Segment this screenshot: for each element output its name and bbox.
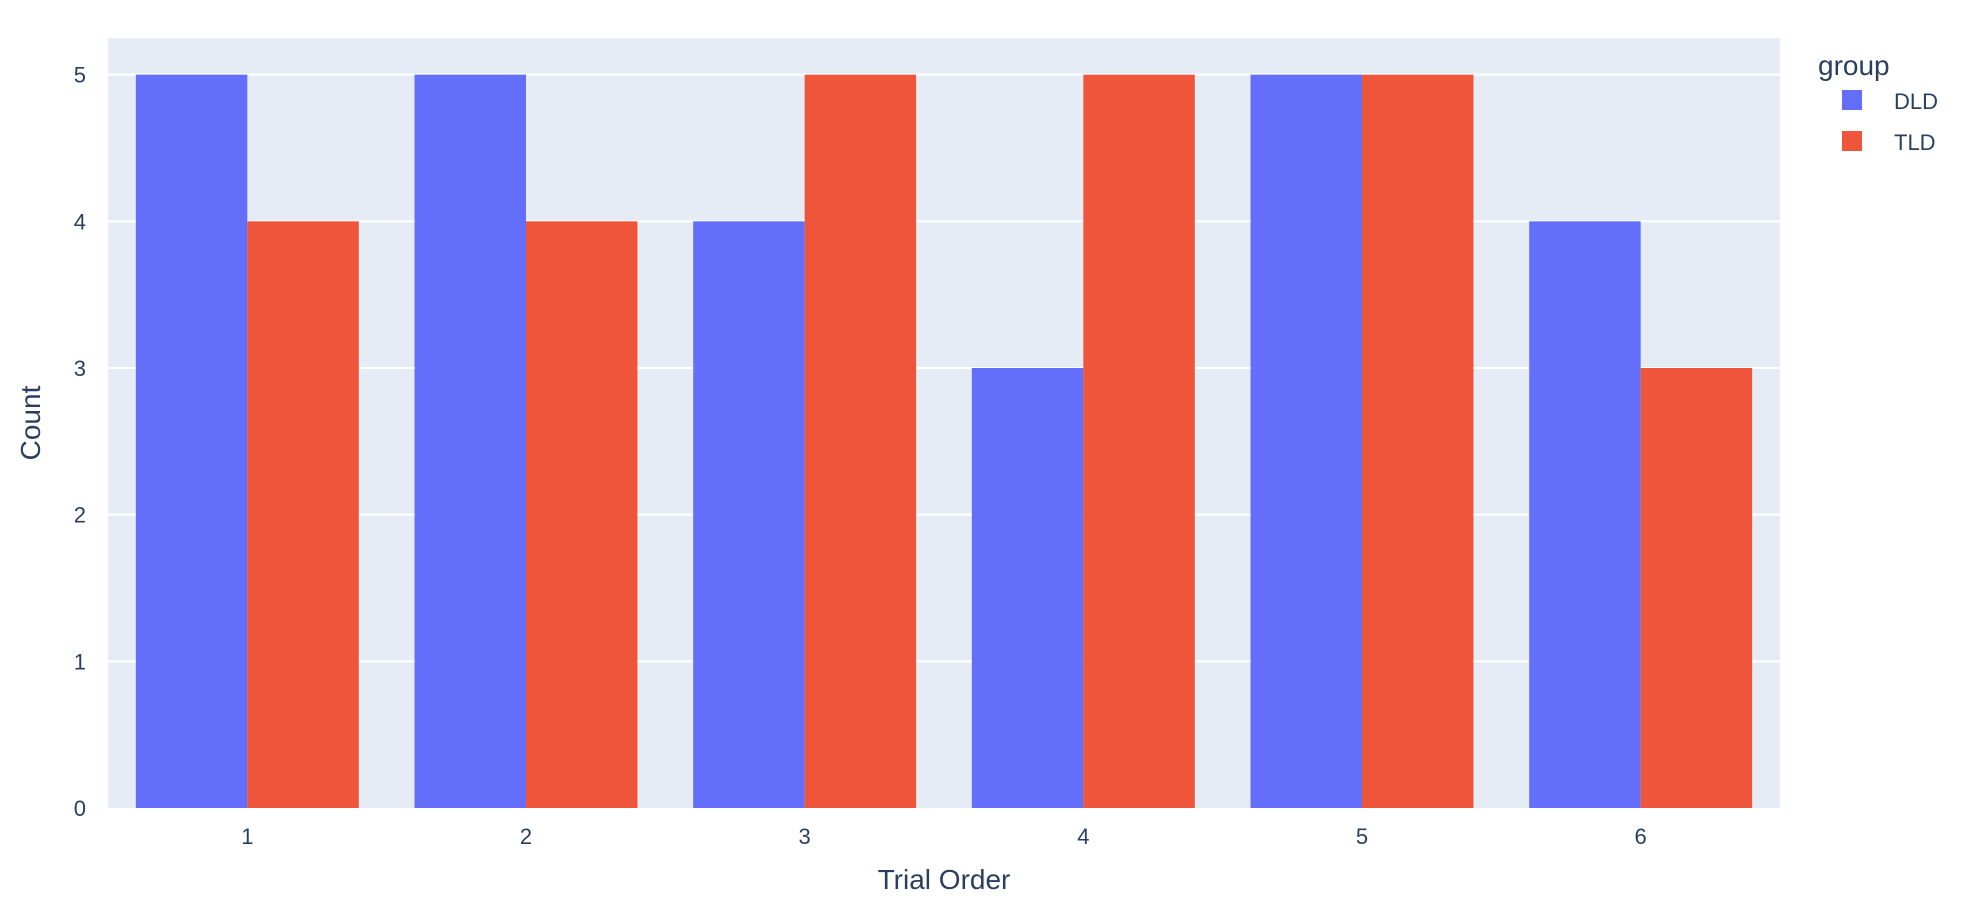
bars xyxy=(135,74,1753,809)
x-tick-label: 1 xyxy=(241,824,253,849)
bar-tld-5[interactable] xyxy=(1362,74,1474,808)
bar-tld-6[interactable] xyxy=(1640,368,1753,808)
bar-tld-3[interactable] xyxy=(804,74,917,808)
x-tick-label: 4 xyxy=(1077,824,1089,849)
legend-swatch-tld[interactable] xyxy=(1842,131,1862,151)
bar-tld-1[interactable] xyxy=(247,221,359,809)
bar-tld-2[interactable] xyxy=(526,221,638,809)
legend-swatch-dld[interactable] xyxy=(1842,90,1862,110)
x-axis-title: Trial Order xyxy=(878,864,1011,895)
y-tick-label: 1 xyxy=(74,649,86,674)
x-tick-label: 3 xyxy=(799,824,811,849)
grid-lines xyxy=(108,73,1780,663)
y-tick-label: 4 xyxy=(74,209,86,234)
legend: group DLD TLD xyxy=(1818,50,1938,155)
y-tick-label: 0 xyxy=(74,796,86,821)
y-axis-title: Count xyxy=(15,385,46,460)
x-tick-label: 6 xyxy=(1635,824,1647,849)
legend-item-tld[interactable]: TLD xyxy=(1894,130,1936,155)
bar-dld-3[interactable] xyxy=(693,221,805,809)
bar-dld-4[interactable] xyxy=(971,368,1084,808)
bar-dld-6[interactable] xyxy=(1529,221,1641,809)
bar-dld-5[interactable] xyxy=(1250,74,1362,808)
plot-background xyxy=(108,38,1780,808)
bar-dld-2[interactable] xyxy=(414,74,526,808)
bar-tld-4[interactable] xyxy=(1083,74,1195,808)
y-tick-label: 5 xyxy=(74,63,86,88)
x-tick-label: 2 xyxy=(520,824,532,849)
legend-title: group xyxy=(1818,50,1890,81)
x-axis-ticks: 1 2 3 4 5 6 xyxy=(241,824,1647,849)
y-tick-label: 3 xyxy=(74,356,86,381)
y-axis-ticks: 0 1 2 3 4 5 xyxy=(74,63,86,821)
x-tick-label: 5 xyxy=(1356,824,1368,849)
bar-dld-1[interactable] xyxy=(135,74,248,808)
y-tick-label: 2 xyxy=(74,503,86,528)
legend-item-dld[interactable]: DLD xyxy=(1894,89,1938,114)
